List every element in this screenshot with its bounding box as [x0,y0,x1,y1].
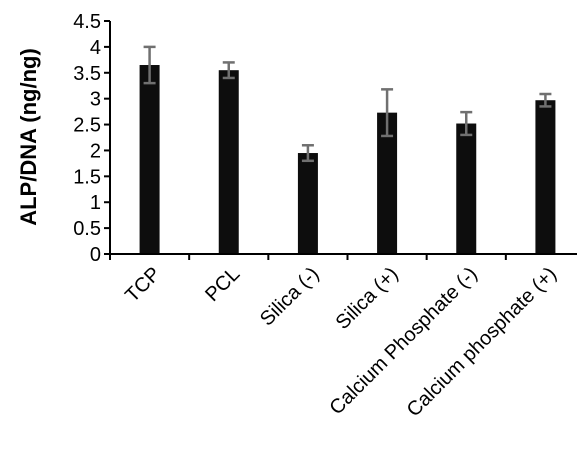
y-tick-label: 4.5 [73,11,101,33]
x-tick-label: PCL [201,263,244,306]
y-tick-label: 0.5 [73,218,101,240]
bars-group [139,65,556,255]
bar [218,70,239,254]
x-tick-label: Silica (+) [332,263,403,334]
y-tick-label: 2 [90,140,101,162]
error-bar [222,61,235,80]
bar [535,100,556,254]
y-tick-label: 3.5 [73,63,101,85]
bar [297,153,318,254]
error-bar [381,88,394,138]
error-bar [301,144,314,163]
y-ticks-group: 0 0.5 1 1.5 2 2.5 3 3.5 4 4.5 [73,11,110,266]
x-ticks-group: TCP PCL Silica (-) Silica (+)Calcium Phosph… [109,254,561,421]
error-bar [539,92,552,108]
y-tick-label: 3 [90,89,101,111]
y-tick-label: 0 [90,244,101,266]
y-axis-label: ALP/DNA (ng/ng) [16,48,41,226]
error-bars-group [143,45,552,163]
error-bar [143,45,156,85]
bar [139,65,160,254]
x-tick-label: Calcium Phosphate (-) [326,263,482,419]
y-tick-label: 2.5 [73,115,101,137]
x-tick-label: TCP [121,263,165,307]
x-tick-label: Silica (-) [256,263,323,330]
bar [377,112,398,254]
x-tick-label: Calcium phosphate (+) [403,263,561,421]
y-tick-label: 1 [90,192,101,214]
y-tick-label: 4 [90,37,101,59]
bar [456,123,477,255]
error-bar [460,110,473,137]
y-tick-label: 1.5 [73,166,101,188]
axes-group [109,21,577,255]
